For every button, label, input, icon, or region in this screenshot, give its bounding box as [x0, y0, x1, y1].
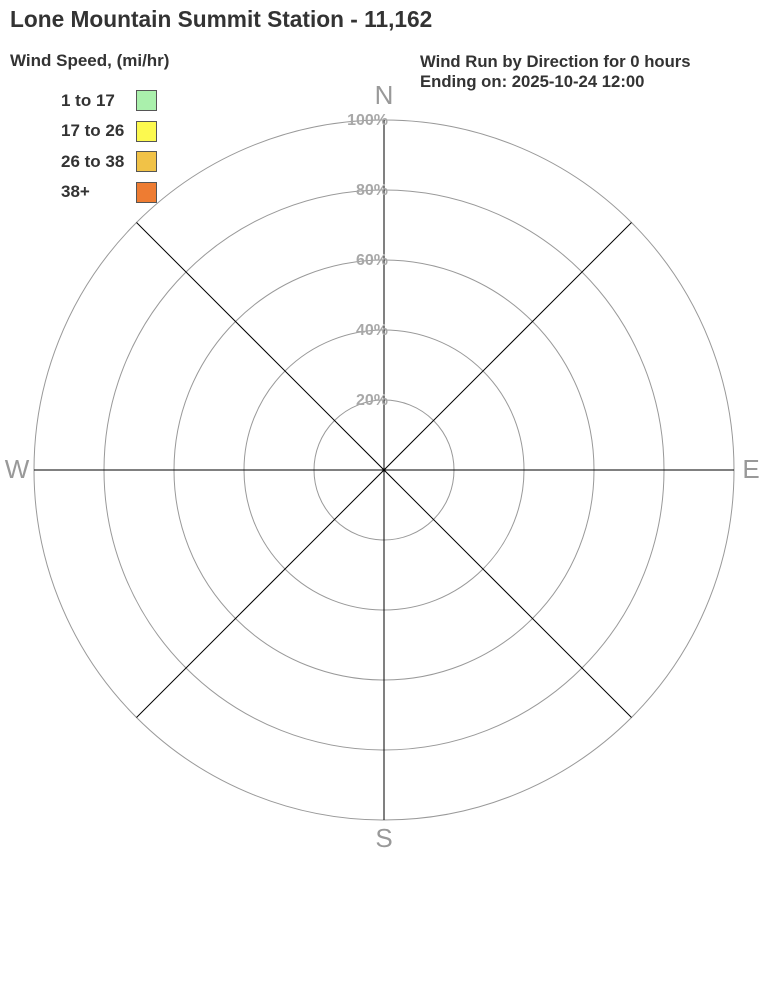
- svg-text:20%: 20%: [356, 392, 388, 409]
- svg-text:40%: 40%: [356, 322, 388, 339]
- svg-text:60%: 60%: [356, 252, 388, 269]
- svg-text:100%: 100%: [347, 112, 388, 129]
- svg-text:80%: 80%: [356, 182, 388, 199]
- svg-text:W: W: [5, 454, 30, 484]
- svg-text:E: E: [742, 454, 759, 484]
- svg-text:S: S: [375, 823, 392, 853]
- svg-text:N: N: [375, 80, 394, 110]
